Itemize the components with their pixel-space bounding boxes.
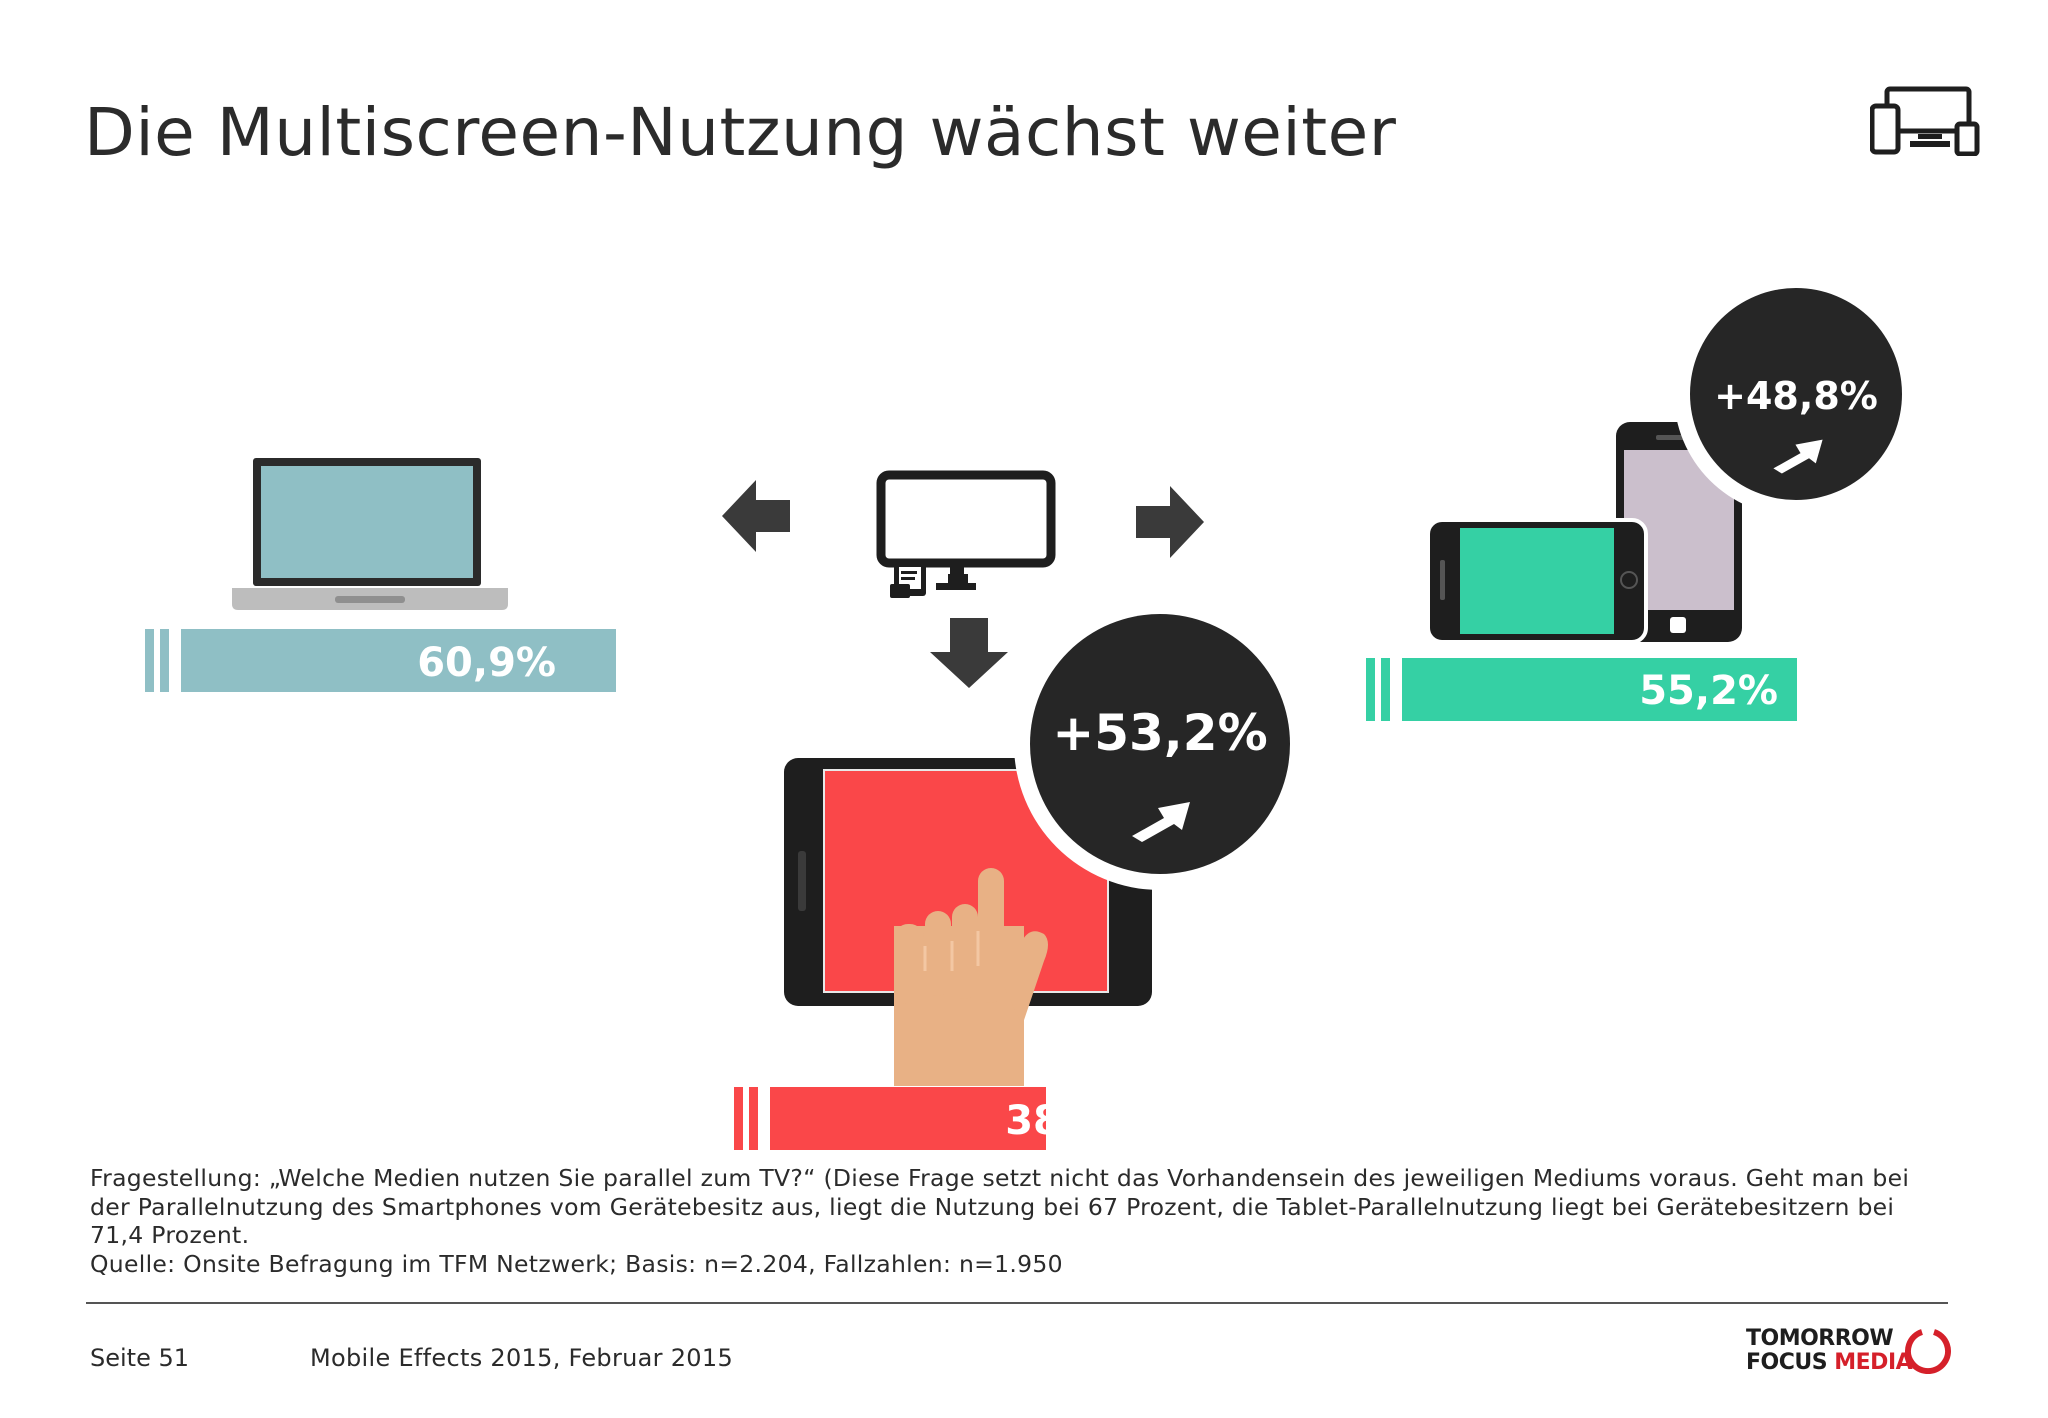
footnote-source: Quelle: Onsite Befragung im TFM Netzwerk… [90,1249,1063,1278]
tablet-bar [770,1087,1046,1150]
smartphone-bar [1402,658,1797,721]
hand-icon [894,868,1048,1086]
smartphone-bar-graphic [1366,658,1797,721]
smartphone-value-label: 55,2% [1639,668,1778,714]
logo-focus: FOCUS [1746,1350,1828,1375]
footnote-line-3: 71,4 Prozent. [90,1221,250,1249]
tv-icon [876,470,1056,598]
laptop-bar-graphic [145,629,616,692]
tomorrow-focus-media-logo: TOMORROW FOCUS MEDIA [1746,1326,1956,1376]
page-number: Seite 51 [90,1344,190,1372]
laptop-bar-stripe-1 [145,629,154,692]
logo-line-1: TOMORROW [1746,1326,1894,1351]
laptop-value-label: 60,9% [417,640,556,686]
tablet-growth-label: +53,2% [1052,704,1268,762]
report-name: Mobile Effects 2015, Februar 2015 [310,1344,734,1372]
laptop-icon [232,458,508,610]
footnote: Fragestellung: „Welche Medien nutzen Sie… [90,1164,1970,1278]
footnote-line-2: der Parallelnutzung des Smartphones vom … [90,1192,1895,1221]
page-title: Die Multiscreen-Nutzung wächst weiter [84,94,1397,171]
smartphone-growth-label: +48,8% [1714,374,1878,418]
logo-media: MEDIA [1834,1350,1913,1375]
smartphone-bar-stripe-2 [1381,658,1390,721]
tablet-growth-badge: +53,2% [1030,614,1290,874]
laptop-bar-stripe-2 [160,629,169,692]
smartphone-growth-badge: +48,8% [1690,288,1902,500]
tablet-value-label: 38,6% [1005,1098,1144,1144]
logo-line-2: FOCUS MEDIA [1746,1350,1913,1375]
laptop-bar [181,629,616,692]
tablet-bar-stripe-1 [734,1087,743,1150]
arrow-left-icon [722,480,790,552]
footnote-line-1: Fragestellung: „Welche Medien nutzen Sie… [90,1164,1910,1192]
smartphone-icon [1426,422,1742,644]
multiscreen-icon [1870,86,1980,156]
footer-divider [86,1302,1948,1304]
trend-up-arrow-icon [1773,439,1823,474]
arrow-right-icon [1136,486,1204,558]
tablet-bar-stripe-2 [749,1087,758,1150]
logo-ring-icon [1905,1329,1951,1374]
arrow-down-icon [930,618,1008,688]
smartphone-bar-stripe-1 [1366,658,1375,721]
tablet-bar-graphic [734,1087,1046,1150]
trend-up-arrow-icon [1132,802,1190,842]
